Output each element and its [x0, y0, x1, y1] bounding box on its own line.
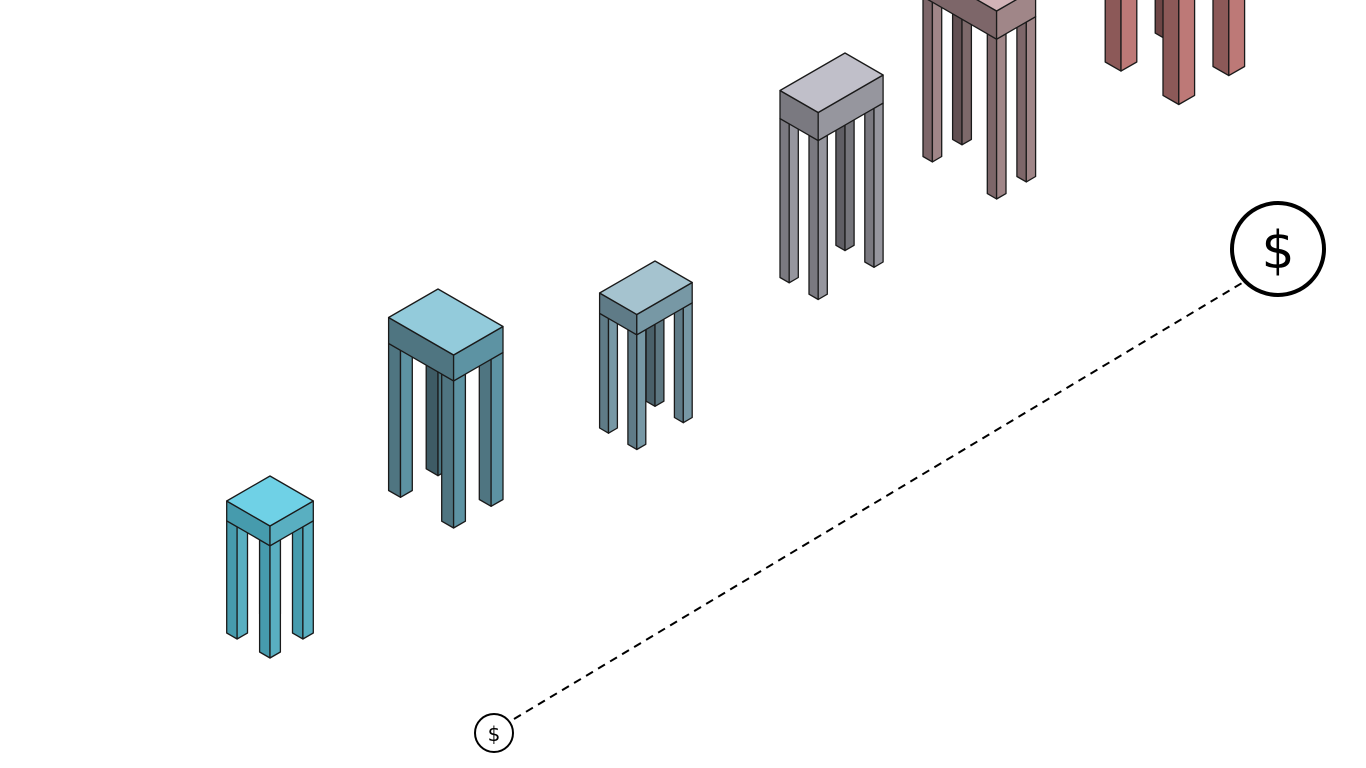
- stool-6: [1104, 0, 1246, 106]
- stools-group: [226, 0, 1246, 659]
- stool-seat-top: [976, 0, 1017, 12]
- dollar-large-symbol: $: [1261, 221, 1294, 281]
- stool-seat-top: [779, 52, 884, 114]
- stool-seat-top: [226, 475, 314, 527]
- dollar-small-symbol: $: [488, 722, 501, 746]
- stool-4: [779, 52, 884, 301]
- stool-seat-top: [387, 288, 504, 356]
- dollar-large-icon: $: [1230, 201, 1326, 297]
- stool-seat-top: [598, 260, 693, 316]
- stool-3: [598, 260, 693, 451]
- stool-1: [226, 475, 314, 659]
- dollar-small-icon: $: [474, 713, 514, 753]
- stool-5: [922, 0, 1037, 200]
- cost-trend-dashed-line: [513, 282, 1243, 720]
- stool-2: [387, 288, 504, 529]
